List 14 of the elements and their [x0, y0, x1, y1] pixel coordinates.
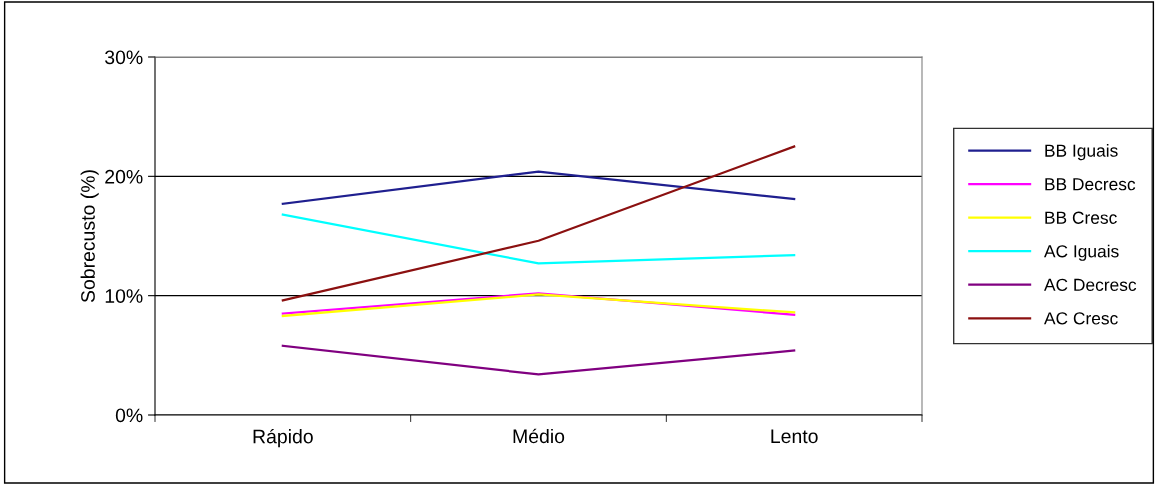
y-tick-label: 0% — [115, 408, 143, 423]
x-tick-label: Médio — [513, 428, 565, 444]
legend-label: AC Iguais — [1044, 244, 1119, 261]
legend-label: AC Decresc — [1044, 278, 1137, 291]
y-axis-title: Sobrecusto (%) — [80, 170, 99, 303]
legend-label: BB Cresc — [1045, 211, 1117, 224]
x-tick-label: Rápido — [253, 428, 313, 448]
y-tick-label: 30% — [105, 50, 143, 65]
legend-label: AC Cresc — [1044, 312, 1118, 325]
y-tick-label: 20% — [105, 169, 143, 184]
legend-label: BB Decresc — [1045, 178, 1136, 191]
legend-label: BB Iguais — [1045, 144, 1118, 161]
x-tick-label: Lento — [771, 429, 818, 444]
y-tick-label: 10% — [105, 289, 143, 303]
